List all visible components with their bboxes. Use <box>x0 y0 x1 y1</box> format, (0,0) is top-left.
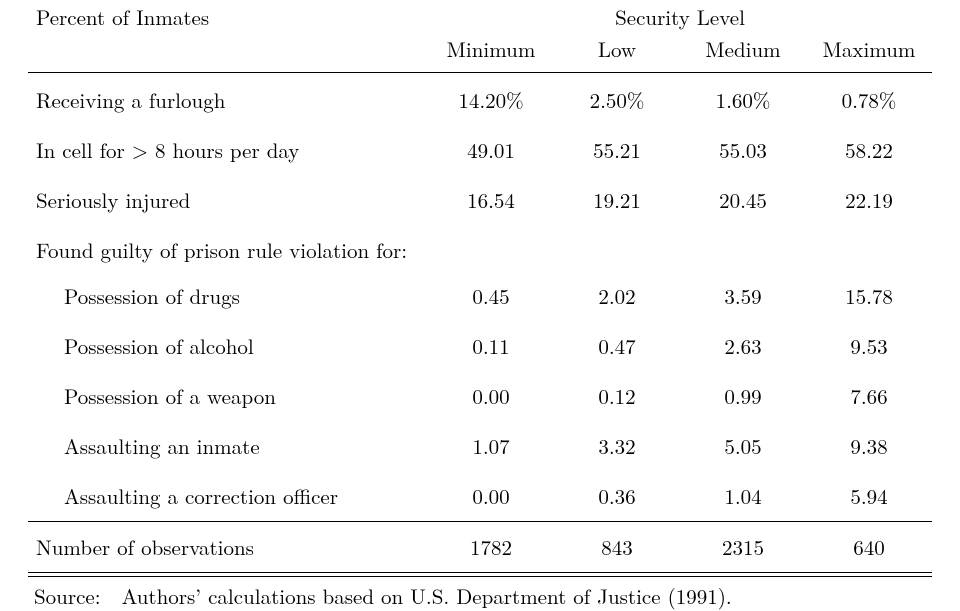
cell: 5.05 <box>680 421 806 471</box>
cell: 1.60% <box>680 73 806 125</box>
cell: 2.50% <box>554 73 680 125</box>
cell: 0.47 <box>554 321 680 371</box>
table-row: Receiving a furlough 14.20% 2.50% 1.60% … <box>28 73 932 125</box>
cell: 22.19 <box>806 175 932 225</box>
observations-row: Number of observations 1782 843 2315 640 <box>28 522 932 573</box>
section-header-row: Found guilty of prison rule violation fo… <box>28 225 932 271</box>
cell: 7.66 <box>806 371 932 421</box>
row-label: In cell for > 8 hours per day <box>28 125 428 175</box>
cell: 3.59 <box>680 271 806 321</box>
table-row: Assaulting a correction officer 0.00 0.3… <box>28 471 932 522</box>
header-left-title: Percent of Inmates <box>28 2 428 34</box>
source-note: Source: Authors’ calculations based on U… <box>28 577 932 611</box>
inmates-table: Percent of Inmates Security Level Minimu… <box>28 2 932 577</box>
cell: 49.01 <box>428 125 554 175</box>
header-group-title: Security Level <box>554 2 806 34</box>
cell: 15.78 <box>806 271 932 321</box>
cell: 1.04 <box>680 471 806 522</box>
cell: 0.45 <box>428 271 554 321</box>
cell: 640 <box>806 522 932 573</box>
cell: 0.00 <box>428 371 554 421</box>
table-row: In cell for > 8 hours per day 49.01 55.2… <box>28 125 932 175</box>
row-label: Possession of alcohol <box>28 321 428 371</box>
cell: 2.63 <box>680 321 806 371</box>
cell: 2.02 <box>554 271 680 321</box>
table-row: Possession of drugs 0.45 2.02 3.59 15.78 <box>28 271 932 321</box>
table-row: Possession of alcohol 0.11 0.47 2.63 9.5… <box>28 321 932 371</box>
cell: 5.94 <box>806 471 932 522</box>
row-label: Receiving a furlough <box>28 73 428 125</box>
cell: 0.12 <box>554 371 680 421</box>
cell: 58.22 <box>806 125 932 175</box>
table-row: Seriously injured 16.54 19.21 20.45 22.1… <box>28 175 932 225</box>
cell: 843 <box>554 522 680 573</box>
cell: 16.54 <box>428 175 554 225</box>
cell: 14.20% <box>428 73 554 125</box>
col-header-minimum: Minimum <box>428 34 554 73</box>
cell: 20.45 <box>680 175 806 225</box>
col-header-maximum: Maximum <box>806 34 932 73</box>
cell: 1782 <box>428 522 554 573</box>
cell: 19.21 <box>554 175 680 225</box>
row-label: Assaulting an inmate <box>28 421 428 471</box>
row-label: Possession of drugs <box>28 271 428 321</box>
cell: 0.00 <box>428 471 554 522</box>
col-header-low: Low <box>554 34 680 73</box>
cell: 9.38 <box>806 421 932 471</box>
cell: 2315 <box>680 522 806 573</box>
cell: 0.36 <box>554 471 680 522</box>
cell: 3.32 <box>554 421 680 471</box>
table-row: Possession of a weapon 0.00 0.12 0.99 7.… <box>28 371 932 421</box>
table-row: Assaulting an inmate 1.07 3.32 5.05 9.38 <box>28 421 932 471</box>
row-label: Possession of a weapon <box>28 371 428 421</box>
cell: 1.07 <box>428 421 554 471</box>
row-label: Assaulting a correction officer <box>28 471 428 522</box>
row-label: Seriously injured <box>28 175 428 225</box>
cell: 55.03 <box>680 125 806 175</box>
col-header-medium: Medium <box>680 34 806 73</box>
cell: 0.11 <box>428 321 554 371</box>
cell: 0.99 <box>680 371 806 421</box>
cell: 9.53 <box>806 321 932 371</box>
observations-label: Number of observations <box>28 522 428 573</box>
section-header: Found guilty of prison rule violation fo… <box>28 225 932 271</box>
cell: 0.78% <box>806 73 932 125</box>
cell: 55.21 <box>554 125 680 175</box>
